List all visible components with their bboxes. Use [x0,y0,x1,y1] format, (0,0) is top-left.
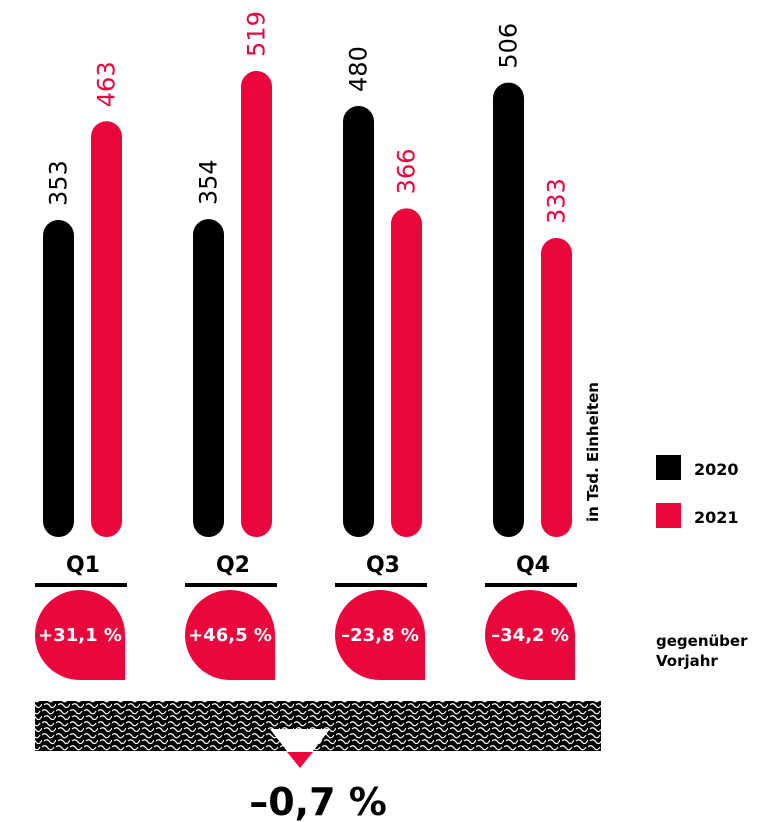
bar-q1-2021 [91,121,122,537]
total-strip [35,701,601,768]
value-label-q3-2020: 480 [345,46,373,92]
legend-label-2021: 2021 [694,508,739,527]
yoy-note-line1: gegenüber [656,632,748,650]
value-label-q4-2020: 506 [495,23,523,69]
bar-q3-2021 [391,208,422,537]
value-label-q2-2020: 354 [195,159,223,205]
category-underline-q3 [335,583,427,587]
yoy-badge-q3 [335,590,425,680]
bar-q4-2020 [493,82,524,537]
category-underline-q1 [35,583,127,587]
yoy-change-q2: +46,5 % [188,625,272,646]
bar-q1-2020 [43,220,74,538]
bar-q3-2020 [343,105,374,538]
bar-q2-2020 [193,219,224,537]
total-strip-marker [287,752,313,768]
bar-q4-2021 [541,237,572,537]
legend-swatch-2021 [656,503,681,528]
yoy-note-line2: Vorjahr [656,652,718,670]
legend-swatch-2020 [656,455,681,480]
yoy-badge-q2 [185,590,275,680]
unit-label: in Tsd. Einheiten [584,382,602,522]
category-label-q3: Q3 [366,553,400,578]
yoy-badge-q1 [35,590,125,680]
total-change: –0,7 % [249,780,387,822]
legend-label-2020: 2020 [694,460,739,479]
category-label-q4: Q4 [516,553,550,578]
value-label-q1-2021: 463 [93,61,121,107]
category-label-q1: Q1 [66,553,100,578]
total-strip-notch [270,729,330,768]
yoy-change-q1: +31,1 % [38,625,122,646]
category-underline-q2 [185,583,277,587]
yoy-change-q4: –34,2 % [491,625,569,646]
category-underline-q4 [485,583,577,587]
legend: 2020 2021 [656,455,739,528]
bar-q2-2021 [241,70,272,538]
yoy-badge-q4 [485,590,575,680]
value-label-q4-2021: 333 [543,178,571,224]
value-label-q1-2020: 353 [45,160,73,206]
value-label-q2-2021: 519 [243,11,271,57]
value-label-q3-2021: 366 [393,149,421,195]
category-label-q2: Q2 [216,553,250,578]
yoy-change-q3: –23,8 % [341,625,419,646]
